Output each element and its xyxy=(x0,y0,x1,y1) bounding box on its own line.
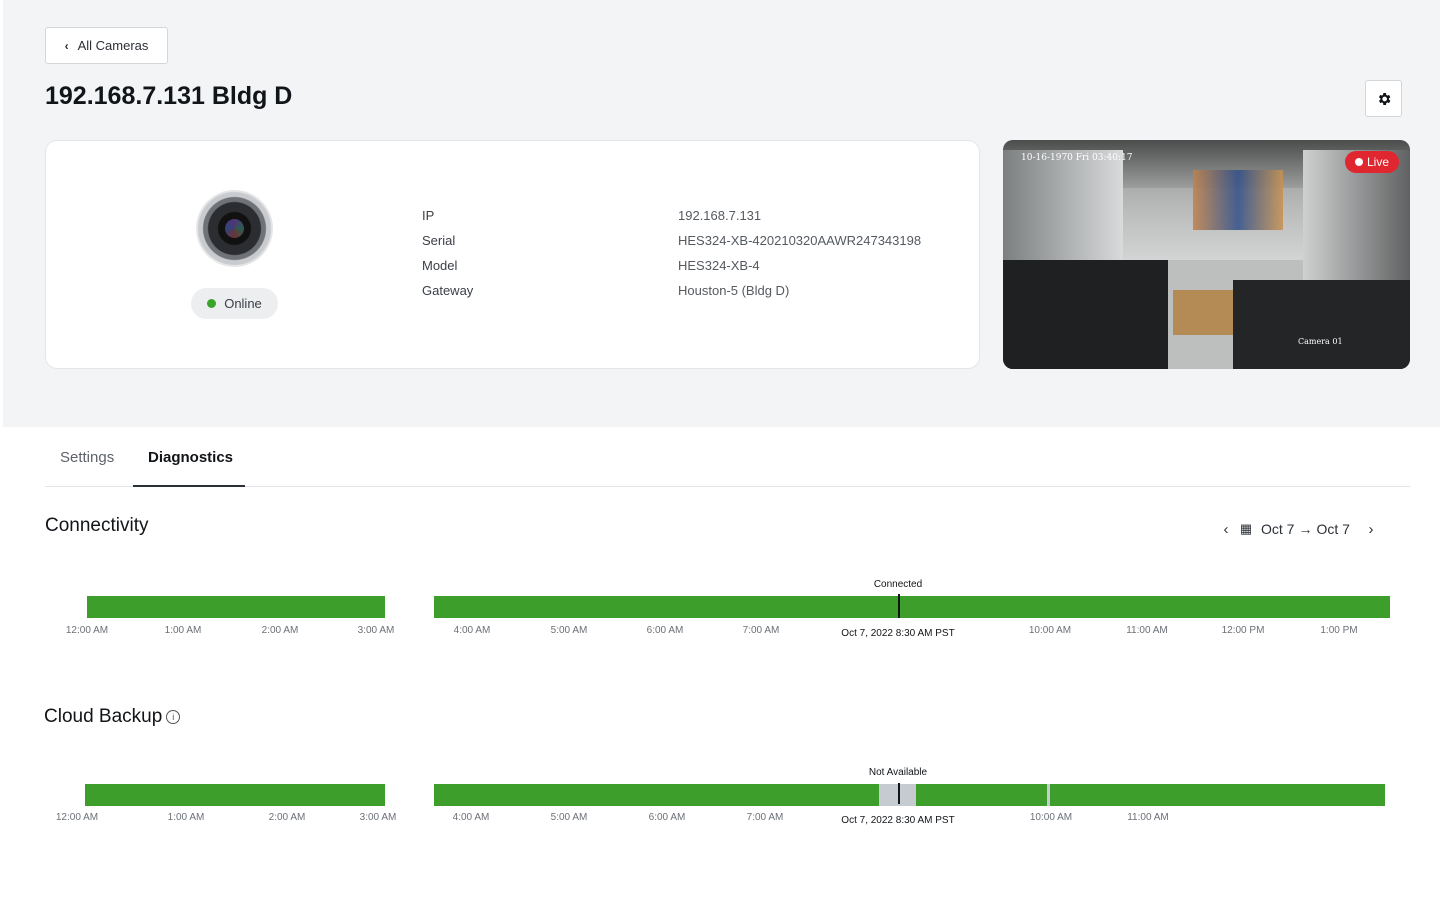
connected-segment xyxy=(87,596,385,618)
tick-label: 10:00 AM xyxy=(1029,812,1073,823)
camera-info-card: Online IP 192.168.7.131 Serial HES324-XB… xyxy=(45,140,980,369)
tick-label: 1:00 PM xyxy=(1320,625,1358,636)
marker-caption: Connected xyxy=(873,579,923,590)
tick-label: 3:00 AM xyxy=(359,812,397,823)
tick-label: 5:00 AM xyxy=(550,812,588,823)
not-available-segment xyxy=(1047,784,1050,806)
field-value-serial: HES324-XB-420210320AAWR247343198 xyxy=(678,233,922,248)
chevron-left-icon[interactable]: ‹ xyxy=(1223,520,1229,538)
tick-label: 2:00 AM xyxy=(261,625,299,636)
tick-label: 12:00 AM xyxy=(65,625,109,636)
current-time-marker xyxy=(898,783,900,804)
back-label: All Cameras xyxy=(77,38,149,53)
tick-label: 12:00 AM xyxy=(55,812,99,823)
field-value-ip: 192.168.7.131 xyxy=(678,208,762,223)
tick-label: 11:00 AM xyxy=(1126,625,1168,636)
date-range-navigator: ‹ ▦ Oct 7 → Oct 7 › xyxy=(1217,517,1402,541)
tick-label: 4:00 AM xyxy=(453,625,491,636)
connected-segment xyxy=(434,596,1390,618)
tab-diagnostics[interactable]: Diagnostics xyxy=(148,449,234,466)
status-dot xyxy=(207,299,217,308)
not-available-segment xyxy=(879,784,916,806)
connectivity-title: Connectivity xyxy=(45,515,149,536)
chevron-left-icon: ‹ xyxy=(64,38,69,53)
field-label-gateway: Gateway xyxy=(422,283,474,298)
field-label-ip: IP xyxy=(422,208,435,223)
info-icon[interactable]: i xyxy=(166,709,181,724)
tick-label: 7:00 AM xyxy=(742,625,780,636)
tick-label: 6:00 AM xyxy=(646,625,684,636)
current-time-label: Oct 7, 2022 8:30 AM PST xyxy=(841,628,955,639)
date-from[interactable]: Oct 7 xyxy=(1261,521,1295,537)
record-dot-icon xyxy=(1354,158,1363,166)
marker-caption: Not Available xyxy=(868,767,928,778)
cloud-backup-title: Cloud Backup xyxy=(44,706,163,727)
tick-label: 2:00 AM xyxy=(268,812,306,823)
tick-label: 3:00 AM xyxy=(357,625,395,636)
arrow-right-icon: → xyxy=(1298,521,1313,537)
backup-segment xyxy=(85,784,385,806)
live-badge: Live xyxy=(1345,151,1399,173)
field-value-model: HES324-XB-4 xyxy=(678,258,760,273)
all-cameras-button[interactable]: ‹ All Cameras xyxy=(45,27,168,64)
cloud-backup-heading: Cloud Backup i xyxy=(44,706,181,728)
current-time-label: Oct 7, 2022 8:30 AM PST xyxy=(841,815,955,826)
field-label-model: Model xyxy=(422,258,458,273)
tab-settings[interactable]: Settings xyxy=(60,449,115,466)
current-time-marker xyxy=(898,594,900,618)
tick-label: 1:00 AM xyxy=(167,812,205,823)
tick-label: 12:00 PM xyxy=(1221,625,1265,636)
gear-icon xyxy=(1378,92,1390,105)
settings-gear-button[interactable] xyxy=(1365,80,1402,117)
connectivity-timeline[interactable]: Connected Oct 7, 2022 8:30 AM PST 12:00 … xyxy=(0,575,1440,645)
field-value-gateway: Houston-5 (Bldg D) xyxy=(678,283,790,298)
video-camera-label: Camera 01 xyxy=(1298,337,1343,346)
status-text: Online xyxy=(224,296,262,311)
date-to[interactable]: Oct 7 xyxy=(1316,521,1350,537)
tick-label: 1:00 AM xyxy=(164,625,202,636)
tick-label: 7:00 AM xyxy=(746,812,784,823)
cloud-backup-timeline[interactable]: Not Available Oct 7, 2022 8:30 AM PST 12… xyxy=(0,762,1440,832)
page-title: 192.168.7.131 Bldg D xyxy=(45,82,293,110)
camera-device-image xyxy=(196,190,273,267)
tick-label: 5:00 AM xyxy=(550,625,588,636)
live-badge-label: Live xyxy=(1366,155,1389,169)
video-timestamp: 10-16-1970 Fri 03:40:17 xyxy=(1021,153,1133,163)
backup-segment xyxy=(916,784,1047,806)
tick-label: 10:00 AM xyxy=(1028,625,1072,636)
live-video-feed[interactable]: 10-16-1970 Fri 03:40:17 Camera 01 Live xyxy=(1003,140,1410,369)
chevron-right-icon[interactable]: › xyxy=(1368,520,1374,538)
active-tab-indicator xyxy=(133,485,245,487)
tab-bar: Settings Diagnostics xyxy=(45,431,1410,487)
tick-label: 6:00 AM xyxy=(648,812,686,823)
tick-label: 11:00 AM xyxy=(1127,812,1169,823)
backup-segment xyxy=(434,784,879,806)
field-label-serial: Serial xyxy=(422,233,456,248)
backup-segment xyxy=(1050,784,1385,806)
calendar-icon[interactable]: ▦ xyxy=(1239,521,1253,536)
tick-label: 4:00 AM xyxy=(452,812,490,823)
status-badge: Online xyxy=(191,288,278,319)
